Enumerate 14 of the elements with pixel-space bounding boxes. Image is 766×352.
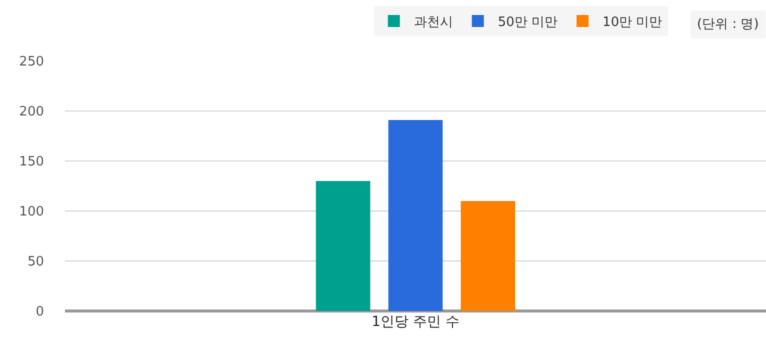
legend-label: 50만 미만 xyxy=(498,15,558,30)
y-tick-label: 250 xyxy=(19,54,44,70)
bar xyxy=(460,201,516,311)
y-tick-label: 100 xyxy=(19,204,44,220)
bar xyxy=(316,181,370,311)
y-tick-label: 200 xyxy=(19,104,44,120)
legend-label: 10만 미만 xyxy=(602,15,662,30)
y-tick-label: 0 xyxy=(36,304,44,320)
x-tick-label: 1인당 주민 수 xyxy=(372,314,460,330)
legend-label: 과천시 xyxy=(414,15,453,30)
bar xyxy=(388,120,443,311)
y-tick-label: 50 xyxy=(27,254,44,270)
y-tick-label: 150 xyxy=(19,154,44,170)
text: (단위 : 명) xyxy=(697,17,759,32)
